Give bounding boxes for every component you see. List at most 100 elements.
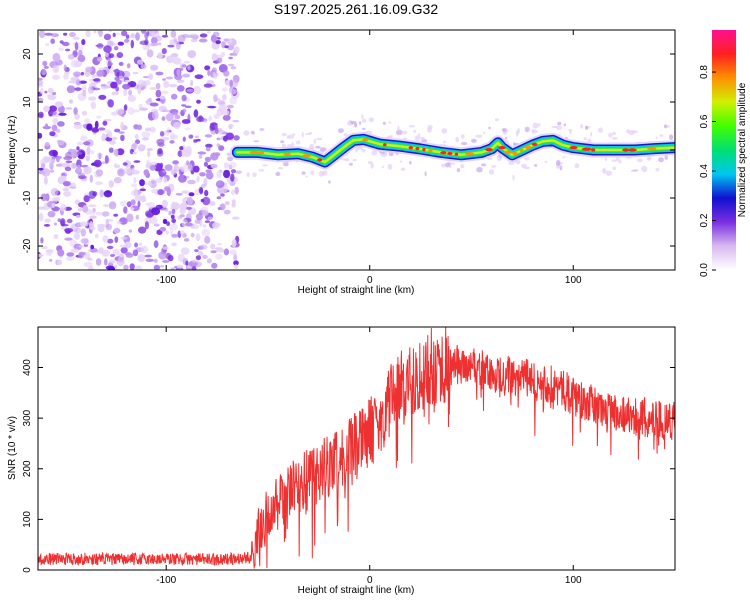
- spectrogram-x-ticks: -100 0 100: [156, 30, 582, 286]
- noise-blob: [43, 105, 50, 113]
- ridge-peak: [531, 142, 538, 146]
- ridge-halo-dot: [301, 131, 304, 138]
- noise-blob: [103, 45, 112, 53]
- noise-blob: [125, 34, 130, 39]
- ridge-halo-dot: [313, 138, 317, 144]
- ridge-halo-dot: [608, 132, 613, 138]
- noise-blob: [140, 30, 147, 34]
- noise-blob: [177, 253, 185, 262]
- noise-blob: [50, 33, 60, 38]
- ridge-peak: [302, 154, 311, 158]
- noise-blob: [204, 134, 212, 138]
- noise-blob: [161, 116, 166, 121]
- noise-blob: [181, 148, 186, 158]
- noise-blob: [196, 99, 201, 104]
- noise-blob: [204, 65, 211, 71]
- noise-blob: [203, 177, 208, 187]
- spectrogram-signal-ridge: [229, 114, 675, 184]
- noise-blob: [223, 38, 230, 42]
- noise-blob: [104, 155, 109, 164]
- noise-blob: [80, 228, 87, 237]
- noise-blob: [87, 257, 93, 261]
- noise-blob: [206, 258, 213, 264]
- noise-blob: [197, 151, 207, 155]
- noise-blob: [203, 120, 208, 123]
- noise-blob: [191, 259, 199, 263]
- noise-blob: [162, 246, 169, 251]
- noise-blob: [56, 155, 60, 163]
- ridge-halo-dot: [461, 142, 468, 146]
- ridge-halo-dot: [455, 136, 460, 143]
- colorbar-gradient: [712, 30, 736, 270]
- noise-blob: [105, 52, 109, 58]
- noise-blob: [182, 108, 187, 113]
- noise-blob: [73, 60, 83, 68]
- ridge-peak: [249, 150, 260, 154]
- noise-blob: [143, 169, 150, 176]
- ridge-halo-dot: [235, 170, 242, 174]
- noise-blob: [76, 164, 82, 174]
- noise-blob: [98, 247, 104, 254]
- noise-blob: [187, 35, 196, 38]
- noise-blob: [117, 168, 125, 177]
- noise-blob: [209, 124, 215, 132]
- noise-blob: [89, 78, 94, 83]
- noise-blob: [216, 196, 222, 200]
- noise-blob: [113, 148, 119, 156]
- noise-blob: [63, 64, 67, 72]
- noise-blob: [84, 118, 91, 124]
- ridge-halo-dot: [512, 174, 515, 181]
- ridge-halo-dot: [559, 165, 563, 171]
- ridge-halo-dot: [568, 129, 573, 132]
- noise-blob: [92, 78, 101, 82]
- noise-blob: [83, 141, 91, 146]
- noise-blob: [193, 165, 200, 173]
- noise-blob: [52, 118, 59, 125]
- ridge-halo-dot: [538, 122, 541, 127]
- ridge-halo-dot: [475, 134, 483, 138]
- noise-blob: [208, 115, 213, 122]
- noise-blob: [109, 53, 115, 58]
- noise-blob: [86, 146, 91, 156]
- noise-blob: [186, 196, 194, 206]
- noise-blob: [174, 114, 181, 120]
- noise-blob: [98, 30, 103, 38]
- noise-blob: [94, 120, 99, 129]
- noise-blob: [44, 218, 51, 223]
- noise-blob: [201, 228, 211, 237]
- noise-blob: [231, 238, 237, 248]
- noise-blob: [114, 76, 120, 81]
- noise-blob: [228, 124, 235, 128]
- noise-blob: [38, 97, 44, 102]
- noise-blob: [126, 63, 131, 69]
- noise-blob: [106, 58, 113, 67]
- noise-blob: [167, 44, 175, 48]
- noise-blob: [193, 86, 202, 95]
- noise-blob: [57, 102, 64, 106]
- noise-blob: [77, 208, 83, 212]
- noise-blob: [113, 177, 122, 184]
- noise-blob: [45, 43, 50, 47]
- noise-blob: [120, 247, 128, 254]
- noise-blob: [149, 180, 157, 189]
- noise-blob: [113, 213, 119, 217]
- colorbar-tick-label: 0.4: [699, 164, 710, 178]
- noise-blob: [133, 177, 137, 184]
- noise-blob: [62, 187, 70, 192]
- noise-blob: [106, 245, 114, 250]
- ridge-halo-dot: [641, 165, 648, 172]
- noise-blob: [83, 166, 92, 175]
- ridge-halo-dot: [618, 159, 622, 164]
- ridge-peak: [258, 151, 265, 155]
- noise-blob: [132, 151, 137, 155]
- ridge-halo-dot: [515, 130, 519, 137]
- ridge-halo-dot: [349, 162, 353, 166]
- noise-blob: [224, 201, 230, 206]
- noise-blob: [107, 99, 114, 108]
- noise-blob: [141, 131, 151, 138]
- noise-blob: [215, 222, 221, 227]
- noise-blob: [96, 56, 103, 62]
- ridge-halo-dot: [286, 135, 290, 139]
- noise-blob: [70, 248, 79, 254]
- noise-blob: [123, 167, 132, 175]
